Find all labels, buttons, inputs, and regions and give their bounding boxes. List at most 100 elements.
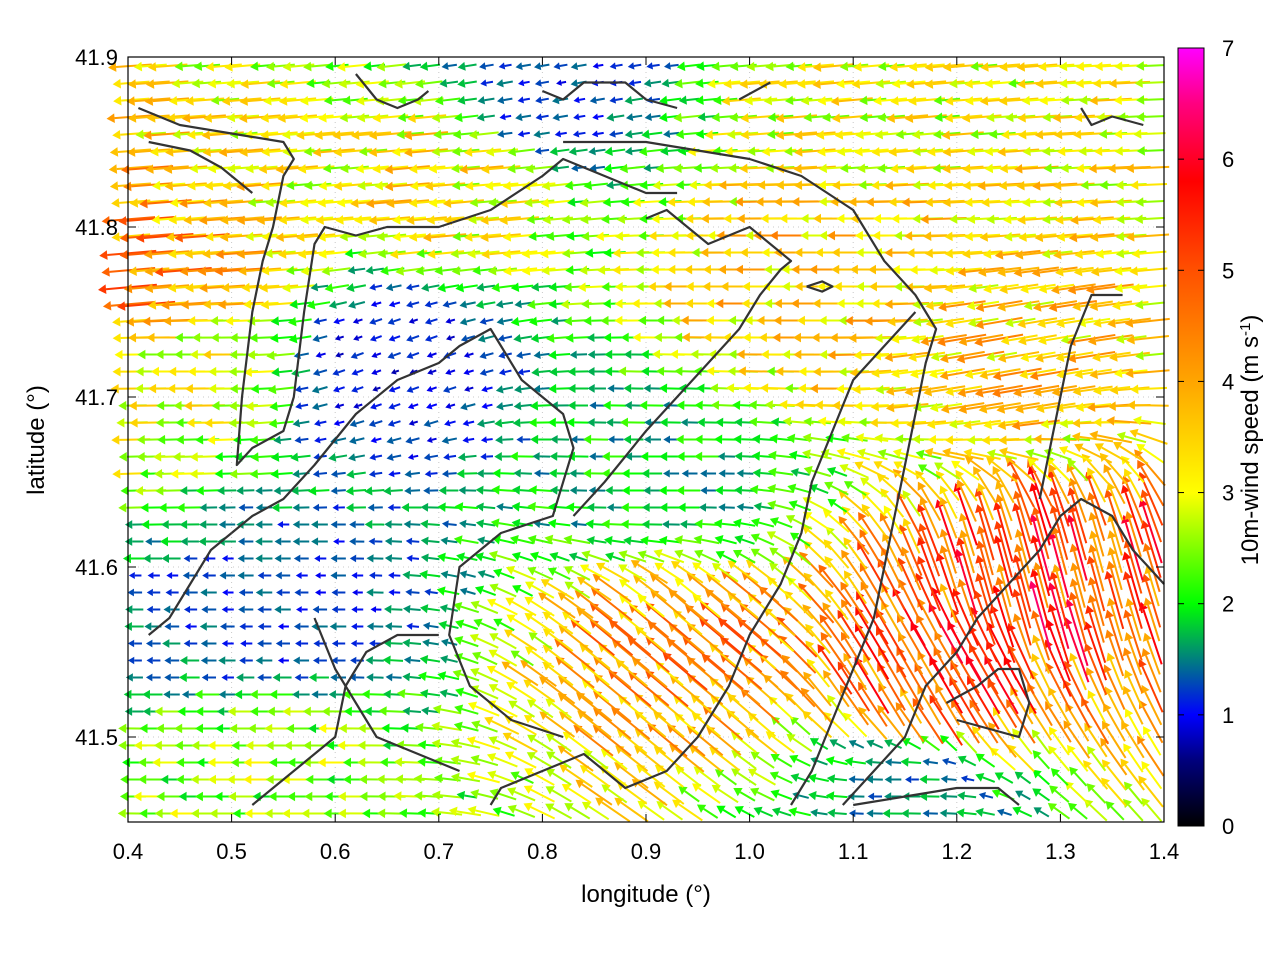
- wind-vector: [784, 146, 813, 157]
- wind-vector: [424, 334, 438, 342]
- wind-vector: [1113, 441, 1149, 465]
- wind-vector: [1105, 629, 1125, 677]
- wind-vector: [706, 573, 742, 603]
- wind-vector: [334, 334, 345, 341]
- wind-vector: [1105, 800, 1125, 821]
- wind-vector: [730, 731, 757, 754]
- wind-vector: [495, 300, 514, 309]
- wind-vector: [686, 623, 724, 655]
- wind-vector: [200, 656, 217, 665]
- wind-vector: [593, 674, 632, 706]
- wind-vector: [1068, 477, 1087, 523]
- wind-vector: [567, 366, 589, 377]
- wind-vector: [780, 670, 816, 708]
- colorbar-title-sup: -1: [1237, 323, 1254, 336]
- wind-vector: [470, 600, 499, 615]
- wind-vector: [351, 572, 364, 579]
- wind-vector: [402, 61, 422, 71]
- wind-vector: [718, 618, 764, 657]
- wind-vector: [476, 282, 496, 292]
- wind-vector: [1123, 468, 1144, 503]
- wind-vector: [533, 519, 550, 528]
- wind-vector: [1048, 687, 1071, 725]
- wind-vector: [462, 419, 475, 427]
- wind-vector: [163, 690, 180, 699]
- wind-vector: [986, 112, 1018, 123]
- wind-vector: [766, 129, 794, 140]
- wind-vector: [1048, 487, 1069, 544]
- wind-vector: [674, 713, 702, 737]
- wind-vector: [979, 368, 1021, 380]
- wind-vector: [481, 249, 521, 259]
- wind-vector: [961, 113, 1002, 123]
- wind-vector: [1032, 750, 1051, 770]
- wind-vector: [1107, 317, 1151, 328]
- wind-vector: [525, 581, 555, 599]
- wind-vector: [720, 603, 762, 639]
- wind-vector: [967, 317, 999, 328]
- wind-vector: [420, 536, 440, 546]
- wind-vector: [495, 385, 514, 394]
- wind-vector: [292, 419, 310, 428]
- wind-vector: [609, 62, 623, 70]
- wind-vector: [420, 519, 440, 529]
- wind-vector: [403, 520, 421, 529]
- wind-vector: [450, 772, 481, 783]
- wind-vector: [145, 673, 161, 682]
- wind-vector: [752, 468, 774, 478]
- wind-vector: [452, 669, 480, 682]
- wind-vector: [841, 549, 869, 589]
- wind-vector: [369, 283, 383, 291]
- wind-vector: [558, 625, 594, 654]
- wind-vector: [402, 706, 421, 716]
- wind-vector: [1033, 807, 1050, 818]
- wind-vector: [330, 470, 346, 478]
- wind-vector: [1133, 129, 1166, 139]
- wind-vector: [346, 283, 367, 293]
- wind-vector: [273, 486, 292, 495]
- wind-vector: [349, 537, 365, 546]
- wind-vector: [102, 300, 155, 311]
- wind-vector: [960, 775, 975, 783]
- wind-vector: [523, 785, 555, 803]
- wind-vector: [940, 402, 985, 414]
- wind-vector: [639, 400, 664, 411]
- wind-vector: [180, 537, 199, 546]
- wind-vector: [535, 96, 549, 104]
- wind-vector: [645, 670, 689, 708]
- wind-vector: [431, 790, 462, 801]
- colorbar-title: 10m-wind speed (m s-1): [1237, 315, 1265, 566]
- wind-vector: [789, 754, 811, 767]
- wind-vector: [1027, 458, 1053, 482]
- wind-vector: [470, 668, 499, 683]
- y-tick-label: 41.7: [75, 385, 118, 410]
- wind-vector: [261, 147, 298, 157]
- wind-vector: [986, 351, 1018, 362]
- wind-vector: [267, 384, 295, 395]
- wind-vector: [1090, 266, 1132, 277]
- wind-vector: [817, 146, 852, 157]
- wind-vector: [1032, 769, 1051, 786]
- wind-vector: [401, 502, 422, 513]
- wind-vector: [467, 805, 500, 817]
- wind-vector: [474, 585, 497, 596]
- wind-vector: [996, 808, 1012, 817]
- wind-vector: [293, 351, 309, 360]
- x-tick-label: 1.3: [1045, 839, 1076, 864]
- wind-vector: [450, 755, 481, 766]
- wind-vector: [634, 693, 667, 722]
- wind-vector: [824, 589, 849, 621]
- wind-vector: [476, 419, 495, 428]
- wind-vector: [590, 587, 633, 622]
- wind-vector: [480, 232, 521, 243]
- wind-vector: [292, 503, 310, 512]
- wind-vector: [922, 758, 939, 766]
- wind-vector: [501, 661, 539, 687]
- wind-vector: [317, 198, 353, 208]
- wind-vector: [295, 572, 308, 579]
- wind-vector: [464, 181, 501, 191]
- wind-vector: [563, 565, 591, 581]
- wind-vector: [1106, 652, 1124, 691]
- wind-vector: [723, 674, 761, 706]
- wind-vector: [608, 670, 652, 708]
